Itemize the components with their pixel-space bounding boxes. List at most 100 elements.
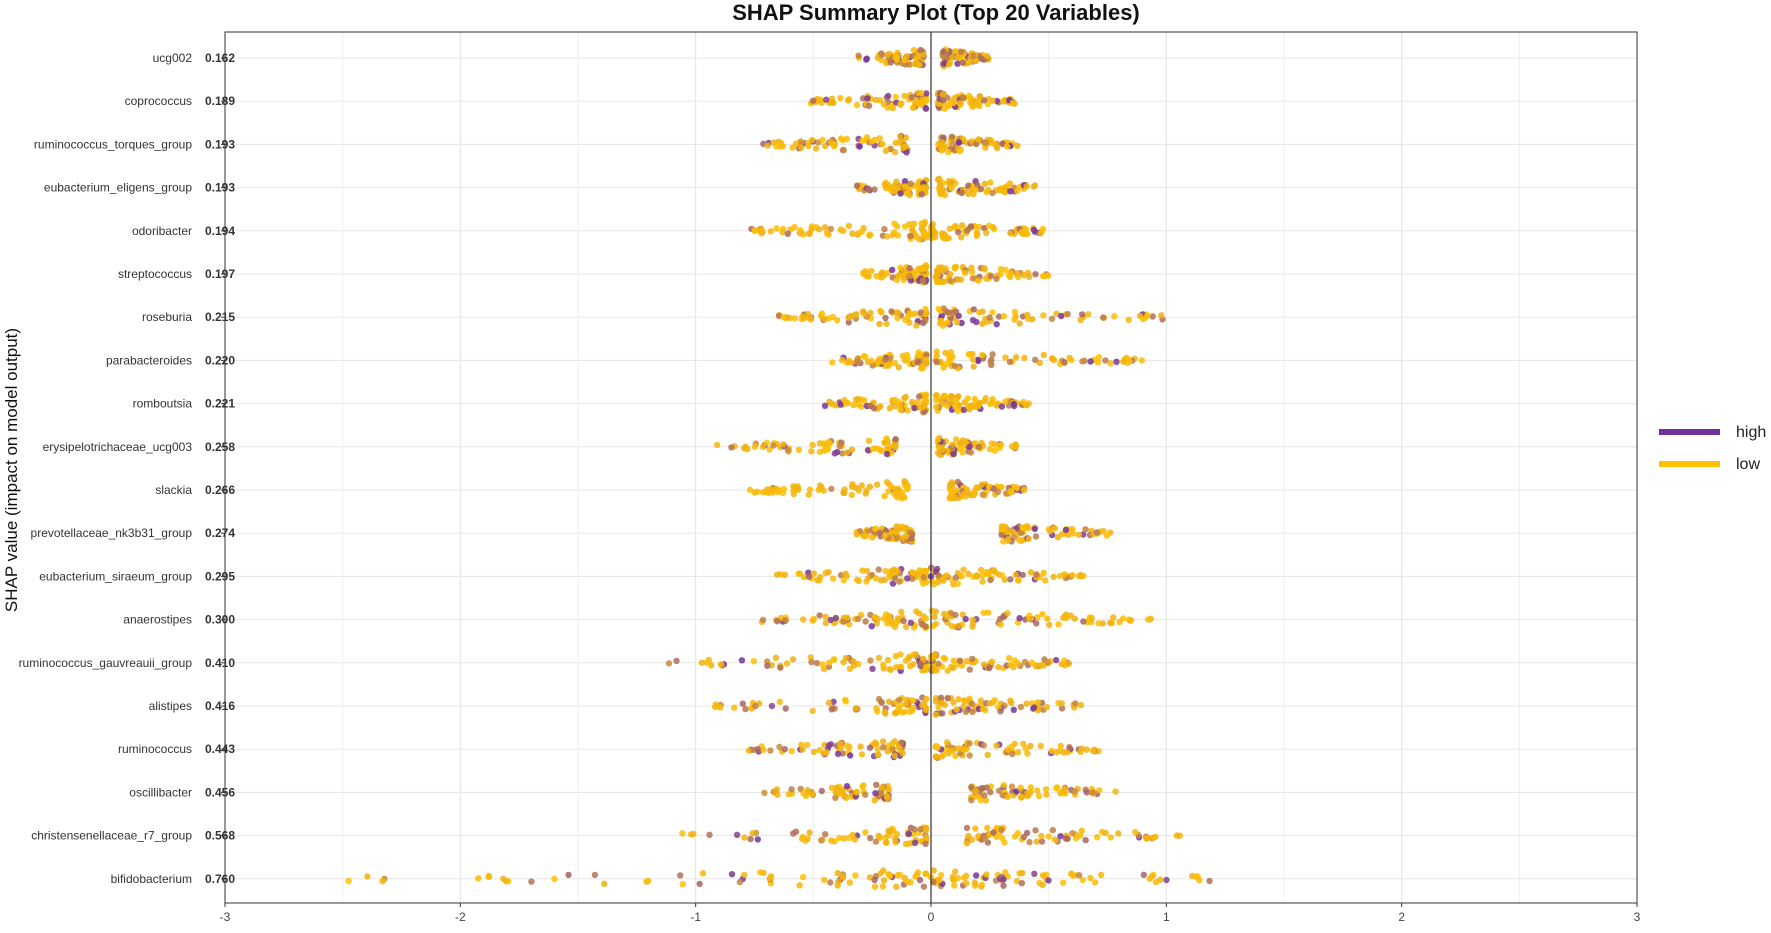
shap-point (922, 615, 929, 622)
shap-point (907, 233, 914, 240)
shap-point (1053, 749, 1061, 756)
shap-point (1042, 786, 1050, 793)
shap-point (733, 831, 741, 838)
shap-point (1016, 615, 1023, 622)
shap-point (843, 783, 851, 790)
shap-point (893, 276, 900, 284)
shap-point (884, 795, 891, 802)
shap-point (966, 443, 973, 450)
shap-point (728, 444, 735, 451)
shap-point (863, 134, 871, 141)
shap-point (916, 876, 924, 884)
shap-point (1016, 537, 1023, 544)
shap-point (836, 740, 844, 747)
shap-point (938, 753, 946, 760)
shap-point (816, 448, 824, 455)
shap-point (1011, 657, 1018, 664)
shap-point (885, 488, 892, 495)
shap-point (1003, 529, 1010, 536)
shap-point (915, 52, 922, 59)
shap-point (1069, 572, 1076, 579)
shap-point (985, 483, 993, 490)
shap-point (1045, 272, 1052, 279)
shap-point (982, 797, 990, 804)
shap-point (904, 407, 911, 414)
shap-point (1108, 620, 1116, 627)
shap-point (887, 666, 894, 673)
shap-point (958, 572, 965, 580)
shap-point (938, 317, 945, 325)
shap-point (728, 871, 736, 878)
shap-point (1058, 312, 1065, 320)
shap-point (891, 403, 899, 410)
shap-point (970, 363, 977, 370)
shap-point (862, 791, 869, 798)
shap-point (1031, 870, 1038, 877)
shap-point (897, 663, 905, 670)
shap-point (789, 656, 797, 663)
shap-point (934, 176, 942, 183)
shap-point (754, 745, 761, 753)
shap-point (878, 56, 885, 64)
shap-point (818, 837, 825, 844)
shap-point (966, 59, 973, 66)
shap-point (966, 752, 973, 759)
shap-point (741, 834, 748, 841)
shap-point (1081, 357, 1088, 364)
shap-point (1152, 878, 1160, 886)
shap-point (1007, 576, 1014, 583)
shap-point (815, 97, 822, 104)
shap-point (951, 882, 958, 889)
shap-point (858, 751, 866, 758)
shap-point (1083, 789, 1090, 796)
shap-point (808, 225, 815, 233)
shap-point (981, 180, 988, 187)
shap-point (1013, 484, 1020, 491)
shap-point (1087, 358, 1094, 365)
shap-point (840, 618, 847, 625)
points-layer (345, 46, 1213, 890)
shap-point (840, 146, 847, 154)
shap-point (970, 52, 977, 60)
shap-point (842, 570, 849, 577)
shap-point (940, 577, 947, 584)
shap-point (808, 448, 815, 455)
x-tick-label: -3 (220, 910, 231, 924)
shap-point (816, 612, 823, 619)
shap-point (904, 485, 911, 493)
shap-point (788, 748, 795, 755)
shap-point (776, 743, 783, 751)
shap-point (933, 743, 940, 750)
shap-point (823, 445, 831, 452)
shap-point (998, 834, 1006, 842)
shap-point (907, 180, 914, 187)
shap-point (975, 400, 982, 407)
shap-point (841, 489, 848, 497)
shap-point (810, 570, 817, 577)
shap-point (884, 269, 891, 277)
shap-point (1061, 662, 1069, 669)
shap-point (966, 666, 973, 673)
shap-point (885, 612, 893, 620)
shap-point (940, 134, 947, 141)
shap-point (872, 96, 879, 104)
shap-point (774, 571, 781, 578)
shap-point (345, 877, 352, 885)
shap-point (863, 532, 870, 539)
shap-point (784, 230, 791, 237)
shap-point (1008, 783, 1016, 790)
shap-point (847, 752, 854, 759)
shap-point (931, 613, 938, 621)
y-axis-label: SHAP value (impact on model output) (2, 328, 21, 612)
shap-point (1132, 828, 1139, 836)
shap-point (804, 741, 811, 749)
mean-shap-label: 0.193 (205, 181, 235, 195)
shap-point (902, 840, 910, 848)
shap-point (868, 267, 875, 275)
variable-label: parabacteroides (106, 353, 192, 367)
shap-point (880, 100, 888, 108)
shap-point (937, 397, 945, 405)
shap-point (834, 870, 841, 877)
shap-point (805, 142, 812, 150)
shap-point (795, 570, 802, 577)
